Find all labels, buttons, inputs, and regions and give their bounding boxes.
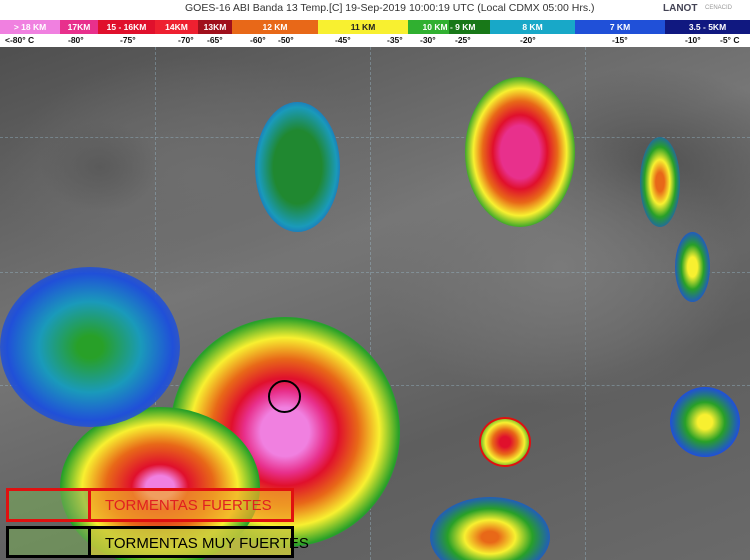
temperature-label: -25°: [455, 35, 471, 45]
temperature-label: -60°: [250, 35, 266, 45]
temperature-label: -5° C: [720, 35, 740, 45]
scale-segment: 14KM: [155, 20, 198, 34]
strong-storm-marker: [479, 417, 531, 467]
scale-segment: 15 - 16KM: [98, 20, 155, 34]
cloud-cluster: [670, 387, 740, 457]
cloud-cluster: [640, 137, 680, 227]
latitude-line: [0, 272, 750, 273]
legend-strong-label: TORMENTAS FUERTES: [105, 497, 272, 514]
temperature-label: -50°: [278, 35, 294, 45]
temperature-scale: <-80° C -80° -75° -70° -65° -60° -50° -45° -35° -…: [0, 34, 750, 47]
temperature-label: -45°: [335, 35, 351, 45]
cloud-cluster: [0, 267, 180, 427]
legend-very-strong-storms: TORMENTAS MUY FUERTES: [6, 526, 309, 558]
cloud-cluster: [255, 102, 340, 232]
scale-segment: 17KM: [60, 20, 98, 34]
scale-segment: 10 KM - 9 KM: [408, 20, 490, 34]
scale-segment: 3.5 - 5KM: [665, 20, 750, 34]
scale-segment: 8 KM: [490, 20, 575, 34]
cloud-cluster: [675, 232, 710, 302]
storm-cell: [465, 77, 575, 227]
temperature-label: -65°: [207, 35, 223, 45]
cloud-cluster: [430, 497, 550, 560]
temperature-label: <-80° C: [5, 35, 35, 45]
temperature-label: -75°: [120, 35, 136, 45]
very-strong-storm-marker: [268, 380, 301, 413]
longitude-line: [585, 47, 586, 560]
scale-segment: 11 KM: [318, 20, 408, 34]
color-scale-bar: > 18 KM 17KM 15 - 16KM 14KM 13KM 12 KM 11 KM 10…: [0, 20, 750, 34]
temperature-label: -35°: [387, 35, 403, 45]
temperature-label: -20°: [520, 35, 536, 45]
temperature-label: -10°: [685, 35, 701, 45]
image-title: GOES-16 ABI Banda 13 Temp.[C] 19-Sep-201…: [185, 2, 595, 14]
satellite-map: TORMENTAS FUERTES TORMENTAS MUY FUERTES: [0, 47, 750, 560]
longitude-line: [370, 47, 371, 560]
temperature-label: -15°: [612, 35, 628, 45]
lanot-logo: LANOT: [663, 3, 698, 14]
temperature-label: -30°: [420, 35, 436, 45]
legend-strong-storms: TORMENTAS FUERTES: [6, 488, 294, 522]
legend-very-strong-label: TORMENTAS MUY FUERTES: [105, 535, 309, 552]
latitude-line: [0, 137, 750, 138]
scale-segment: 13KM: [198, 20, 232, 34]
scale-segment: 12 KM: [232, 20, 318, 34]
scale-segment: > 18 KM: [0, 20, 60, 34]
temperature-label: -80°: [68, 35, 84, 45]
temperature-label: -70°: [178, 35, 194, 45]
header: GOES-16 ABI Banda 13 Temp.[C] 19-Sep-201…: [0, 0, 750, 17]
cenacid-logo: CENACID: [705, 5, 733, 11]
scale-segment: 7 KM: [575, 20, 665, 34]
